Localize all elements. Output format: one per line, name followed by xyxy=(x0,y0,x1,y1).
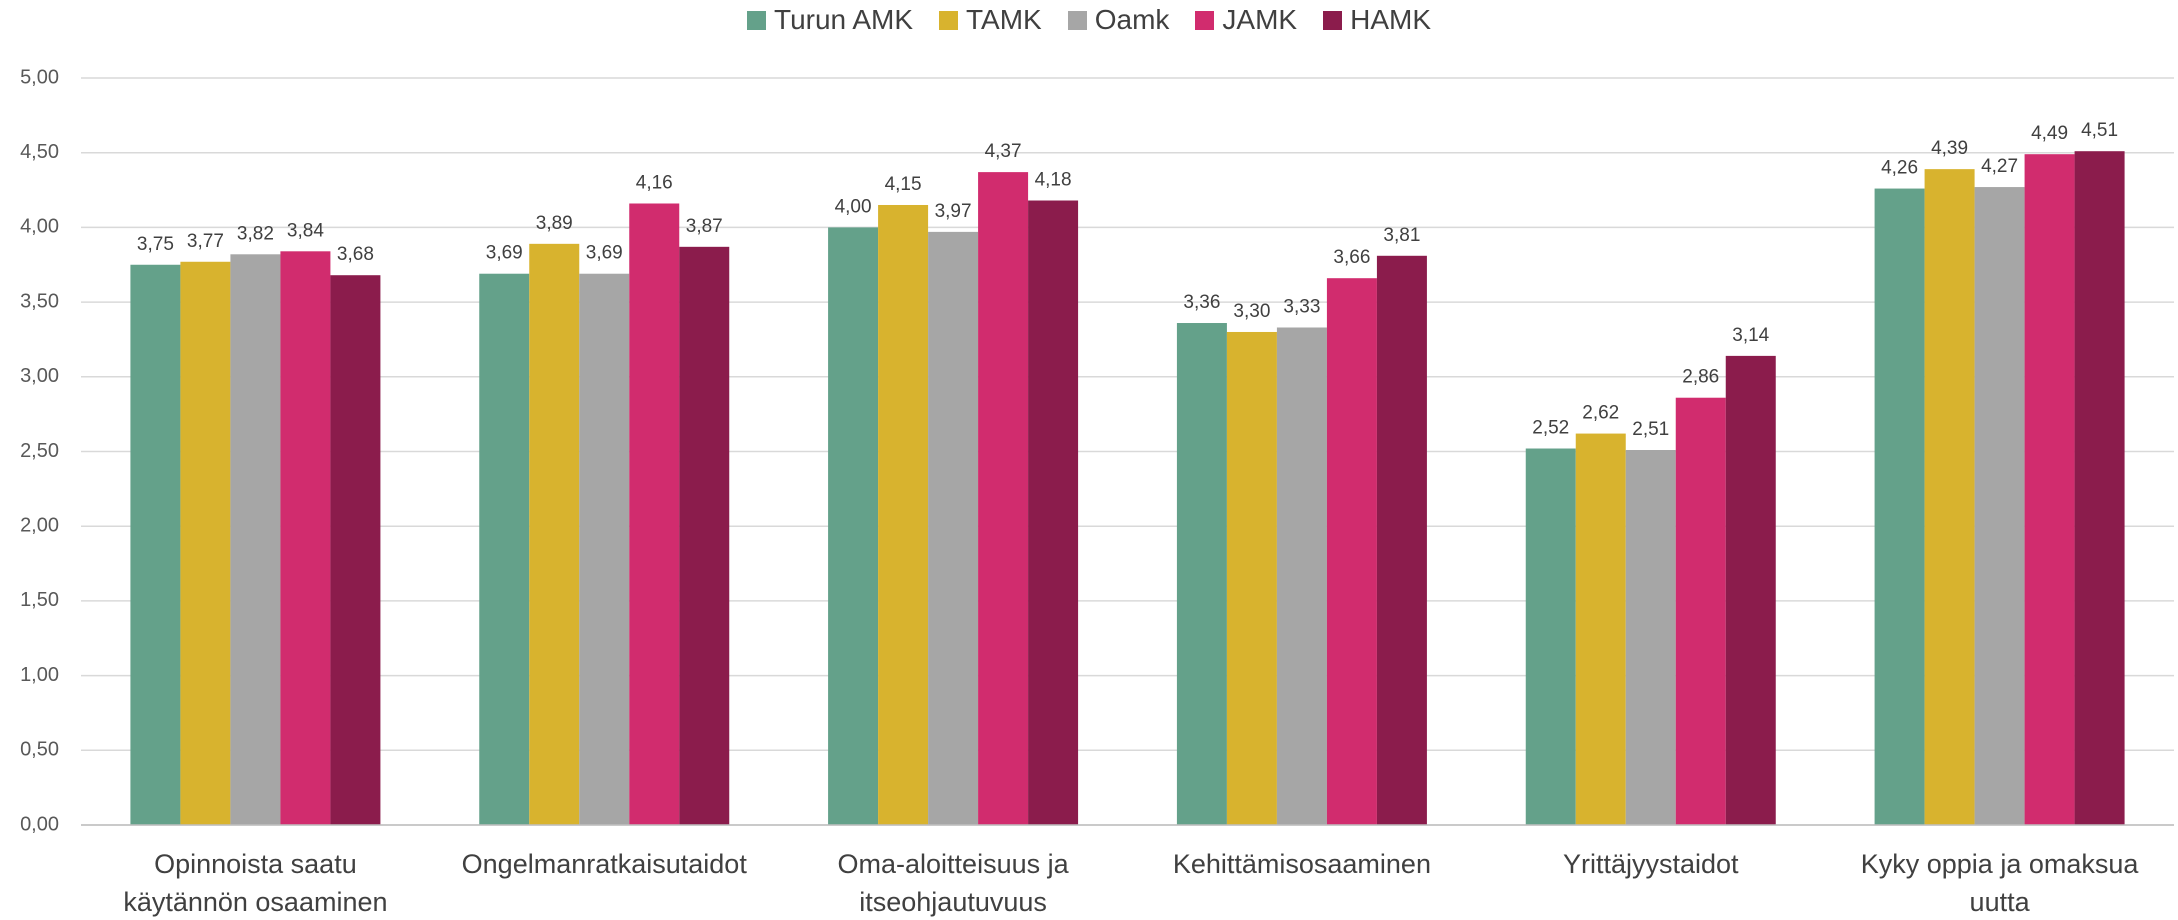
data-label: 4,51 xyxy=(2081,120,2118,141)
y-tick-label: 4,00 xyxy=(20,216,59,238)
bar xyxy=(978,172,1029,825)
bar xyxy=(180,261,231,826)
bar xyxy=(1625,450,1676,825)
data-label: 4,00 xyxy=(835,196,872,217)
data-label: 3,77 xyxy=(187,231,224,252)
x-tick-label: Ongelmanratkaisutaidot xyxy=(461,849,747,879)
legend: Turun AMK TAMK Oamk JAMK HAMK xyxy=(0,4,2178,36)
data-label: 3,68 xyxy=(337,244,374,265)
bar xyxy=(1525,448,1576,825)
data-label: 3,69 xyxy=(486,243,523,264)
bar xyxy=(1924,169,1975,825)
bar xyxy=(1675,397,1726,825)
y-tick-label: 3,50 xyxy=(20,290,59,312)
bar xyxy=(1376,255,1427,825)
data-label: 3,66 xyxy=(1333,247,1370,268)
data-label: 3,30 xyxy=(1233,301,1270,322)
bar xyxy=(1575,433,1626,825)
legend-item: Oamk xyxy=(1067,4,1170,36)
x-tick-label: Kyky oppia ja omaksua uutta xyxy=(1860,849,2139,917)
legend-label: TAMK xyxy=(966,4,1042,35)
data-label: 3,33 xyxy=(1283,297,1320,318)
bar xyxy=(579,273,630,825)
bar xyxy=(280,251,331,825)
data-label: 2,86 xyxy=(1682,367,1719,388)
x-tick-label: Kehittämisosaaminen xyxy=(1172,849,1431,879)
bar xyxy=(1974,187,2025,825)
y-tick-label: 2,50 xyxy=(20,440,59,462)
y-tick-label: 3,00 xyxy=(20,365,59,387)
data-label: 3,81 xyxy=(1383,225,1420,246)
data-label: 3,69 xyxy=(586,243,623,264)
data-label: 3,36 xyxy=(1183,292,1220,313)
bar xyxy=(1874,188,1925,825)
legend-swatch xyxy=(939,10,959,30)
bar xyxy=(479,273,530,825)
bar xyxy=(1725,355,1776,825)
data-label: 3,84 xyxy=(287,220,324,241)
legend-swatch xyxy=(1323,10,1343,30)
legend-item: Turun AMK xyxy=(747,4,913,36)
y-tick-label: 2,00 xyxy=(20,514,59,536)
y-tick-label: 1,50 xyxy=(20,589,59,611)
data-label: 3,82 xyxy=(237,223,274,244)
x-tick-label: Oma-aloitteisuus ja itseohjautuvuus xyxy=(837,849,1069,917)
legend-item: JAMK xyxy=(1195,4,1297,36)
y-tick-label: 0,50 xyxy=(20,739,59,761)
x-tick-label: Opinnoista saatu käytännön osaaminen xyxy=(123,849,388,917)
bar xyxy=(828,227,879,825)
bar xyxy=(1226,331,1277,825)
legend-swatch xyxy=(747,10,766,30)
data-label: 4,27 xyxy=(1981,156,2018,177)
data-label: 4,26 xyxy=(1881,158,1918,179)
data-label: 4,16 xyxy=(636,173,673,194)
data-label: 3,75 xyxy=(137,234,174,255)
bar xyxy=(529,243,580,826)
bar xyxy=(130,264,181,825)
y-tick-label: 5,00 xyxy=(20,66,59,88)
data-label: 2,51 xyxy=(1632,419,1669,440)
bar xyxy=(1176,323,1227,825)
legend-item: TAMK xyxy=(939,4,1042,36)
bar xyxy=(230,254,281,826)
x-tick-label: Yrittäjyystaidot xyxy=(1562,849,1739,879)
data-label: 3,89 xyxy=(536,213,573,234)
bar xyxy=(928,231,979,825)
y-tick-label: 1,00 xyxy=(20,664,59,686)
bar xyxy=(2074,151,2125,825)
data-label: 3,97 xyxy=(935,201,972,222)
data-label: 4,15 xyxy=(885,174,922,195)
legend-swatch xyxy=(1195,10,1215,30)
bar xyxy=(878,204,929,826)
data-label: 4,49 xyxy=(2031,123,2068,144)
data-label: 3,14 xyxy=(1732,325,1769,346)
bar xyxy=(629,203,680,826)
bar xyxy=(330,275,381,825)
legend-label: JAMK xyxy=(1222,4,1298,35)
legend-label: HAMK xyxy=(1350,4,1431,35)
legend-label: Turun AMK xyxy=(774,4,914,35)
bar xyxy=(1276,327,1327,825)
data-label: 4,37 xyxy=(985,141,1022,162)
data-label: 3,87 xyxy=(686,216,723,237)
bar xyxy=(679,246,730,825)
data-label: 2,62 xyxy=(1582,403,1619,424)
y-tick-label: 4,50 xyxy=(20,141,59,163)
data-label: 4,18 xyxy=(1035,170,1072,191)
data-label: 4,39 xyxy=(1931,138,1968,159)
y-tick-label: 0,00 xyxy=(20,813,59,835)
legend-label: Oamk xyxy=(1094,4,1170,35)
legend-swatch xyxy=(1067,10,1087,30)
bar xyxy=(1326,278,1377,825)
bar xyxy=(1028,200,1079,825)
bar xyxy=(2024,154,2075,826)
data-label: 2,52 xyxy=(1532,418,1569,439)
legend-item: HAMK xyxy=(1323,4,1431,36)
